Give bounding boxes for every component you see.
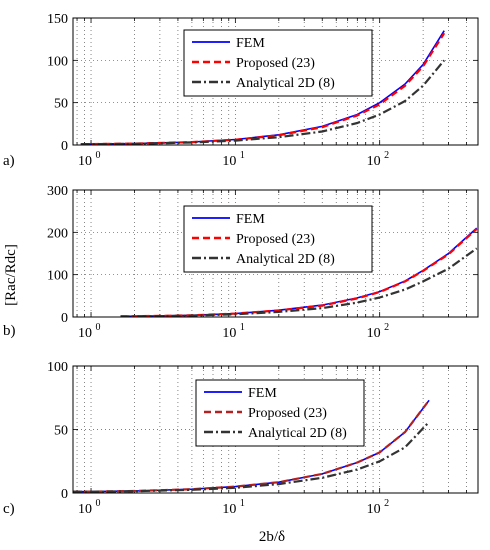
x-tick-label: 10 [367,154,381,169]
y-tick-label: 0 [61,487,68,502]
x-tick-label: 10 [78,154,92,169]
x-tick-label: 10 [367,502,381,517]
legend-label-1: FEM [236,212,265,227]
x-tick-exponent: 2 [384,498,389,509]
y-tick-label: 50 [54,97,68,112]
y-axis-label: [Rac/Rdc] [3,244,19,306]
legend: FEM Proposed (23) Analytical 2D (8) [195,379,365,447]
x-tick-exponent: 2 [384,322,389,333]
series-line-3 [80,59,446,146]
x-tick-exponent: 2 [384,150,389,161]
legend: FEM Proposed (23) Analytical 2D (8) [183,29,373,97]
legend-label-1: FEM [248,386,277,401]
legend-box [195,379,365,447]
series-line-3 [73,421,430,493]
y-tick-label: 0 [61,311,68,326]
legend-label-2: Proposed (23) [248,406,327,421]
x-tick-label: 10 [78,326,92,341]
x-tick-exponent: 0 [96,498,101,509]
panel-label: c) [3,501,15,517]
x-axis-label: 2b/δ [259,529,285,545]
panel-label: a) [3,153,15,169]
panel-label: b) [3,323,16,339]
series-line-3 [120,247,478,318]
y-tick-label: 200 [47,226,68,241]
x-tick-exponent: 0 [96,150,101,161]
legend-label-2: Proposed (23) [236,232,315,247]
y-tick-label: 150 [47,12,68,27]
x-tick-exponent: 1 [240,322,245,333]
y-tick-label: 100 [47,360,68,375]
y-tick-label: 50 [54,424,68,439]
x-tick-exponent: 0 [96,322,101,333]
plot-frame [72,365,479,494]
series-line-2 [120,228,478,318]
legend-label-3: Analytical 2D (8) [236,252,335,267]
x-tick-label: 10 [222,502,236,517]
legend-label-3: Analytical 2D (8) [248,426,347,441]
x-tick-exponent: 1 [240,498,245,509]
legend-label-2: Proposed (23) [236,56,315,71]
legend-label-1: FEM [236,36,265,51]
legend: FEM Proposed (23) Analytical 2D (8) [183,205,373,273]
plot-frame [72,17,479,146]
y-tick-label: 0 [61,139,68,154]
y-tick-label: 100 [47,54,68,69]
x-tick-label: 10 [367,326,381,341]
y-tick-label: 300 [47,184,68,199]
x-tick-label: 10 [222,326,236,341]
legend-label-3: Analytical 2D (8) [236,76,335,91]
x-tick-label: 10 [222,154,236,169]
x-tick-exponent: 1 [240,150,245,161]
x-tick-label: 10 [78,502,92,517]
y-tick-label: 100 [47,269,68,284]
plot-frame [72,189,479,318]
